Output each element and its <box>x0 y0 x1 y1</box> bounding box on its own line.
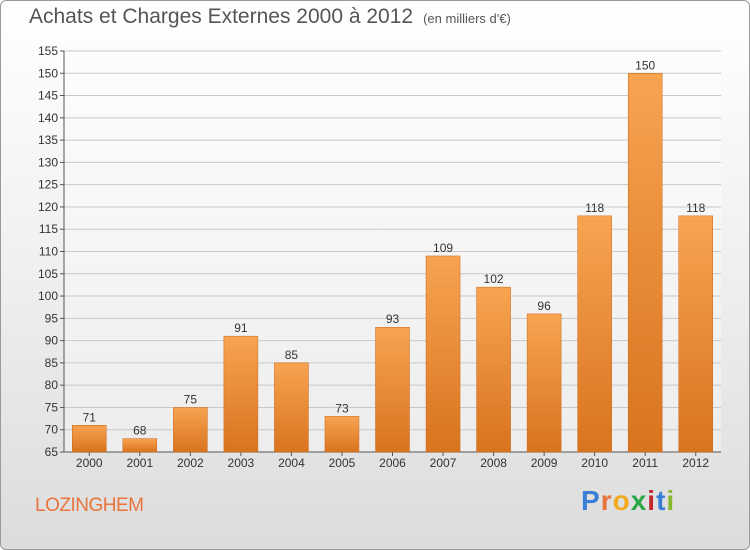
bar-value-label: 102 <box>484 272 504 286</box>
chart-title: Achats et Charges Externes 2000 à 2012 (e… <box>29 5 511 29</box>
y-tick-label: 85 <box>45 356 59 370</box>
chart-unit: (en milliers d'€) <box>423 11 511 26</box>
bar-value-label: 71 <box>83 410 97 424</box>
bar-2000 <box>72 425 107 453</box>
x-tick-label: 2012 <box>682 456 709 470</box>
bar-value-label: 96 <box>537 299 551 313</box>
bar-2006 <box>375 326 410 453</box>
y-tick-label: 70 <box>45 423 59 437</box>
x-tick-label: 2008 <box>480 456 507 470</box>
y-tick-label: 105 <box>38 267 58 281</box>
x-tick-label: 2007 <box>430 456 457 470</box>
bar-value-label: 93 <box>386 312 400 326</box>
y-tick-label: 120 <box>38 200 58 214</box>
logo-letter: i <box>647 485 657 516</box>
y-tick-label: 140 <box>38 111 58 125</box>
x-tick-label: 2003 <box>228 456 255 470</box>
bar-2005 <box>324 416 360 453</box>
bar-value-label: 118 <box>585 201 604 215</box>
y-tick-label: 80 <box>45 378 59 392</box>
x-tick-label: 2010 <box>581 456 608 470</box>
y-tick-label: 110 <box>39 245 58 259</box>
x-tick-label: 2002 <box>177 456 204 470</box>
y-tick-label: 75 <box>45 400 59 414</box>
x-tick-label: 2009 <box>531 456 558 470</box>
y-tick-label: 155 <box>38 44 58 58</box>
bar-2001 <box>122 438 158 453</box>
chart-title-text: Achats et Charges Externes 2000 à 2012 <box>29 5 414 28</box>
bar-value-label: 85 <box>285 348 299 362</box>
bar-value-label: 91 <box>234 321 248 335</box>
bar-2007 <box>425 255 461 453</box>
bar-2008 <box>476 286 511 453</box>
bar-value-label: 68 <box>133 424 147 438</box>
x-tick-label: 2011 <box>632 456 658 470</box>
logo-letter: P <box>581 485 601 516</box>
y-tick-label: 125 <box>38 178 58 192</box>
bar-2004 <box>274 362 309 453</box>
y-tick-label: 100 <box>38 289 58 303</box>
y-tick-label: 95 <box>45 311 59 325</box>
bar-2003 <box>223 335 259 453</box>
x-tick-label: 2004 <box>278 456 305 470</box>
bar-value-label: 73 <box>335 401 349 415</box>
y-tick-label: 115 <box>39 222 58 236</box>
logo-letter: o <box>612 485 631 516</box>
bar-2010 <box>577 215 612 453</box>
logo-letter: x <box>630 485 648 516</box>
y-tick-label: 145 <box>38 89 58 103</box>
bar-2002 <box>173 407 208 453</box>
x-tick-label: 2005 <box>329 456 356 470</box>
logo-letter: i <box>666 485 676 516</box>
y-tick-label: 90 <box>45 334 59 348</box>
bar-2012 <box>678 215 713 453</box>
logo-letter: r <box>600 485 613 516</box>
bar-2009 <box>526 313 562 453</box>
bar-value-label: 150 <box>635 58 655 72</box>
y-tick-label: 135 <box>38 133 58 147</box>
y-tick-label: 150 <box>38 66 58 80</box>
x-tick-label: 2001 <box>126 456 153 470</box>
bar-value-label: 75 <box>184 392 198 406</box>
y-tick-label: 130 <box>38 155 58 169</box>
bar-value-label: 118 <box>686 201 705 215</box>
logo-letter: t <box>656 485 667 516</box>
x-tick-label: 2006 <box>379 456 406 470</box>
commune-name: LOZINGHEM <box>35 495 144 516</box>
y-tick-label: 65 <box>45 445 59 459</box>
bar-value-label: 109 <box>433 241 453 255</box>
proxiti-logo: Proxiti <box>581 485 675 517</box>
bar-2011 <box>627 73 663 453</box>
x-tick-label: 2000 <box>76 456 103 470</box>
